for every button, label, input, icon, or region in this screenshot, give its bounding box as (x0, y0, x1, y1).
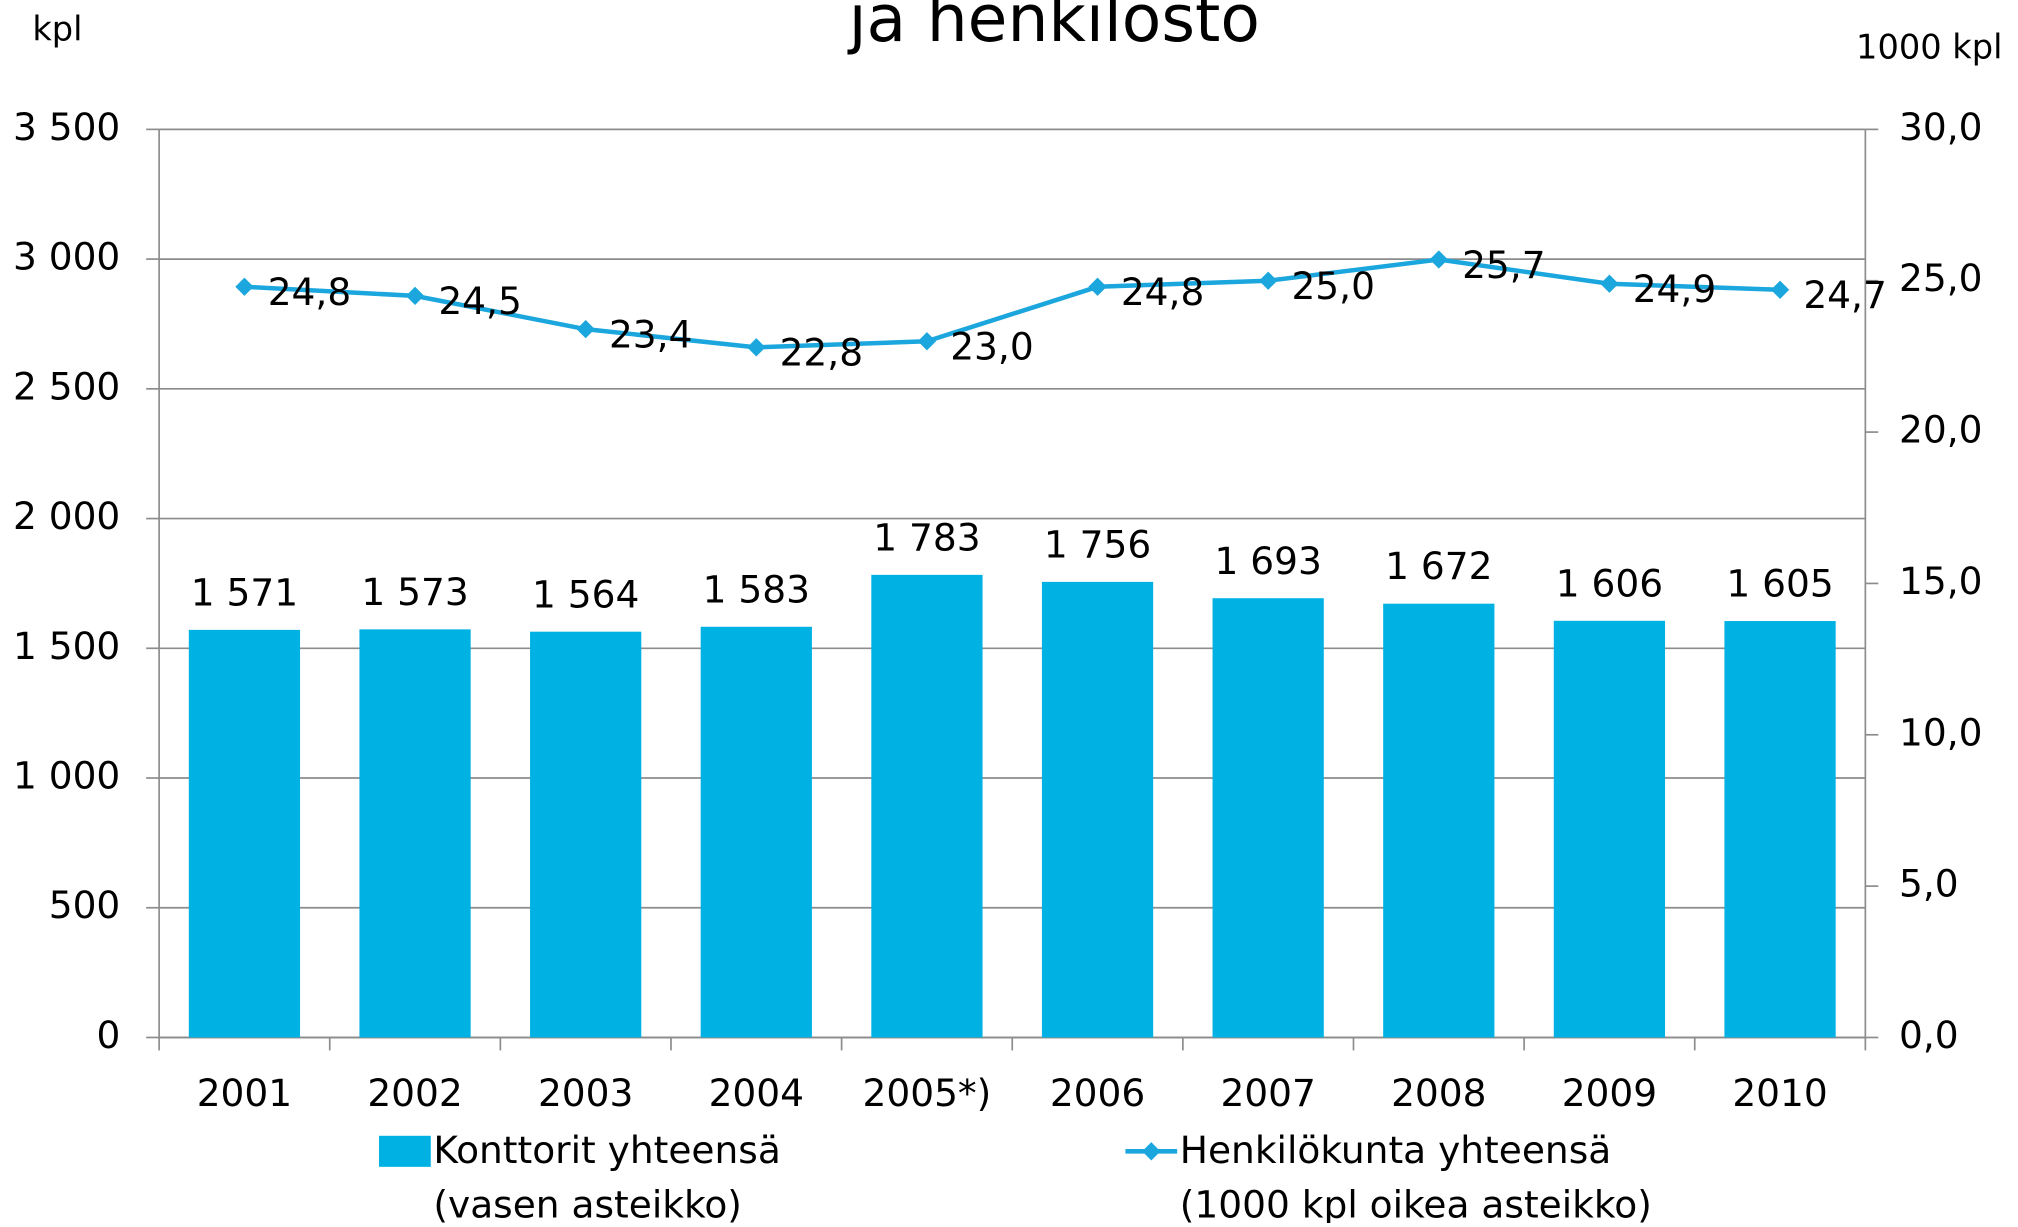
x-tick-label: 2010 (1732, 1071, 1827, 1115)
line-marker (1429, 250, 1448, 269)
bar-value-label: 1 606 (1556, 561, 1663, 605)
bar-value-label: 1 573 (361, 570, 468, 614)
line-marker (1770, 280, 1790, 299)
line-marker (1600, 274, 1619, 293)
bar (1041, 581, 1154, 1038)
y2-tick-label: 10,0 (1899, 710, 1983, 754)
x-tick-label: 2008 (1391, 1071, 1486, 1115)
y2-tick-label: 15,0 (1899, 559, 1983, 603)
line-marker (917, 332, 937, 351)
line-value-label: 24,9 (1633, 267, 1717, 311)
bar-value-label: 1 783 (873, 515, 980, 559)
y-tick-label: 0 (96, 1013, 120, 1057)
x-tick-label: 2005*) (863, 1071, 992, 1115)
bar-value-label: 1 571 (191, 570, 298, 614)
y2-tick-label: 20,0 (1899, 408, 1983, 452)
line-marker (1088, 277, 1107, 296)
bar (188, 629, 301, 1038)
bar-value-label: 1 583 (703, 567, 810, 611)
bar (871, 574, 983, 1038)
legend-bar-text-box: Konttorit yhteensä (vasen asteikko) (433, 1128, 781, 1226)
x-tick-label: 2009 (1562, 1071, 1657, 1115)
bar-value-label: 1 605 (1726, 562, 1833, 606)
y-tick-label: 1 500 (13, 624, 120, 668)
line-value-label: 23,4 (609, 312, 693, 356)
bar (1212, 598, 1324, 1038)
y2-tick-label: 25,0 (1899, 256, 1983, 300)
x-tick-label: 2004 (709, 1071, 804, 1115)
y2-tick-label: 5,0 (1899, 862, 1959, 906)
line-value-label: 24,7 (1803, 273, 1887, 317)
y-tick-label: 2 000 (13, 494, 120, 538)
bar (700, 626, 812, 1038)
chart-title: ja henkilöstö (847, 0, 1260, 57)
y-tick-label: 3 500 (13, 105, 120, 149)
y-axis-label: kpl (32, 10, 82, 49)
legend-swatch (1142, 1142, 1161, 1161)
legend-swatch (379, 1135, 431, 1167)
line (244, 257, 1781, 350)
line-value-label: 24,8 (268, 270, 351, 314)
x-tick-label: 2006 (1050, 1071, 1145, 1115)
y2-tick-label: 30,0 (1899, 105, 1983, 149)
line-marker (405, 286, 425, 306)
bar (530, 631, 642, 1038)
bar-value-label: 1 672 (1385, 544, 1492, 588)
y2-axis-label: 1000 kpl (1856, 28, 2002, 67)
bar-value-label: 1 756 (1044, 522, 1151, 566)
line-value-label: 25,7 (1462, 243, 1546, 287)
y2-tick-label: 0,0 (1899, 1013, 1959, 1057)
y-tick-label: 500 (49, 883, 121, 927)
line-value-label: 22,8 (780, 331, 864, 375)
line-marker (1259, 271, 1278, 290)
bar (1553, 620, 1666, 1038)
line-marker (576, 320, 595, 339)
y-tick-label: 1 000 (13, 754, 120, 798)
line-marker (747, 338, 766, 357)
line-value-label: 24,8 (1121, 270, 1205, 314)
bar-value-label: 1 693 (1214, 539, 1321, 583)
bar (1724, 621, 1836, 1038)
line-value-label: 25,0 (1291, 264, 1375, 308)
bar-value-label: 1 564 (532, 572, 639, 616)
legend-line-text-box: Henkilökunta yhteensä (1000 kpl oikea as… (1179, 1128, 1652, 1226)
line-value-label: 24,5 (438, 279, 522, 323)
line-marker (235, 277, 254, 296)
legend-label: Konttorit yhteensä (vasen asteikko) (433, 1128, 781, 1226)
x-tick-label: 2002 (367, 1071, 462, 1115)
y-tick-label: 3 000 (13, 235, 120, 279)
bar (1383, 603, 1495, 1038)
bar (359, 629, 471, 1038)
x-tick-label: 2003 (538, 1071, 633, 1115)
legend-label: Henkilökunta yhteensä (1000 kpl oikea as… (1179, 1128, 1652, 1226)
x-tick-label: 2007 (1220, 1071, 1315, 1115)
x-tick-label: 2001 (197, 1071, 292, 1115)
line-value-label: 23,0 (950, 325, 1033, 369)
y-tick-label: 2 500 (13, 364, 120, 408)
